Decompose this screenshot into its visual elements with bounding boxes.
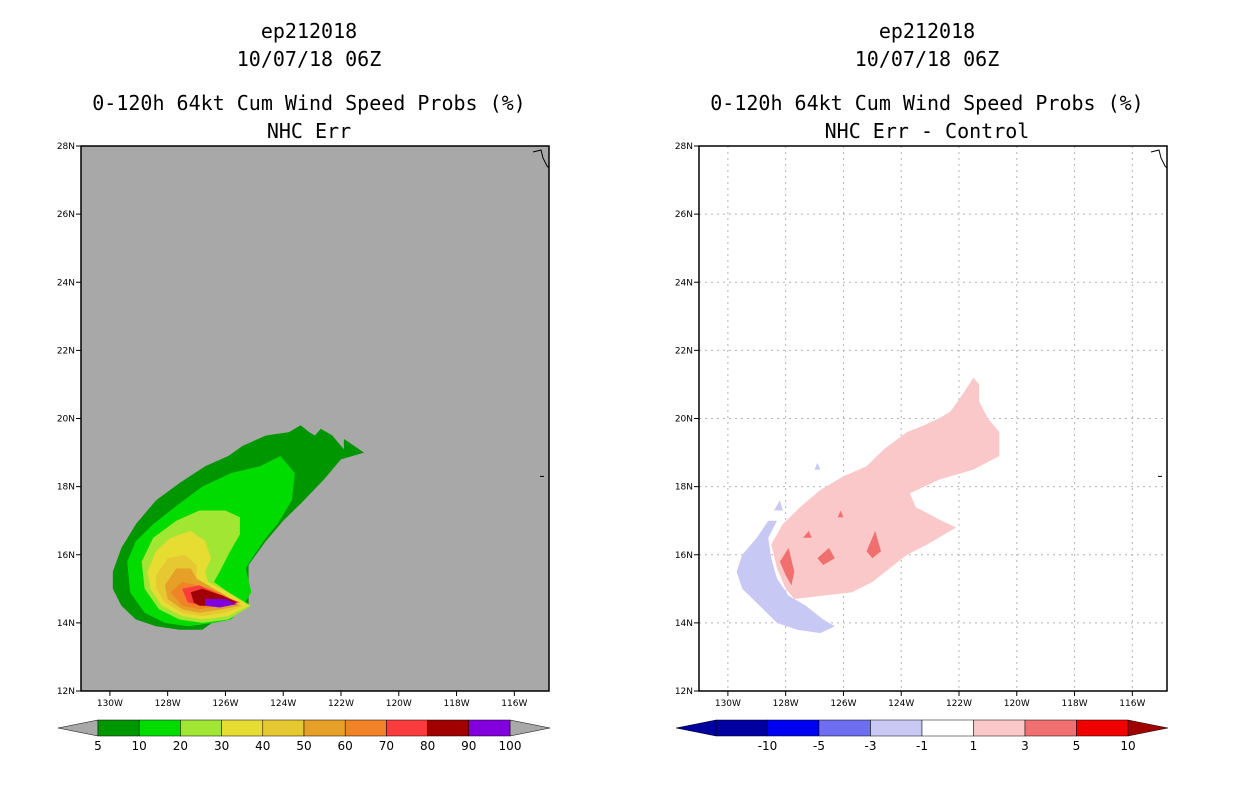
colorbar-swatch xyxy=(386,719,428,737)
colorbar-swatch xyxy=(767,719,820,737)
colorbar-swatch xyxy=(973,719,1026,737)
y-tick-label: 12N xyxy=(57,687,75,697)
y-tick-label: 14N xyxy=(57,619,75,629)
contour-3-5a xyxy=(779,547,795,586)
colorbar-swatch xyxy=(715,719,768,737)
chart-title-product: 0-120h 64kt Cum Wind Speed Probs (%) xyxy=(710,91,1144,115)
x-tick-label: 124W xyxy=(270,699,296,709)
colorbar-label: 100 xyxy=(499,739,522,753)
chart-subtitle: NHC Err - Control xyxy=(824,119,1030,143)
y-tick-label: 16N xyxy=(57,551,75,561)
colorbar-swatch xyxy=(303,719,346,737)
x-tick-label: 116W xyxy=(1119,699,1145,709)
contour--3--1b xyxy=(774,500,783,511)
colorbar-label: 5 xyxy=(94,739,102,753)
y-tick-label: 14N xyxy=(675,619,693,629)
contour--3--1c xyxy=(814,462,821,470)
y-tick-label: 20N xyxy=(675,415,693,425)
contour-90-100 xyxy=(205,599,237,608)
y-tick-label: 24N xyxy=(57,278,75,288)
x-tick-label: 126W xyxy=(830,699,856,709)
colorbar-label: 5 xyxy=(1073,739,1081,753)
chart-panel-right: ep212018 10/07/18 06Z 0-120h 64kt Cum Wi… xyxy=(618,0,1236,800)
y-tick-label: 22N xyxy=(675,346,693,356)
chart-title-storm: ep212018 xyxy=(260,19,358,43)
coastline xyxy=(532,149,550,169)
x-tick-label: 122W xyxy=(328,699,354,709)
colorbar-label: 3 xyxy=(1021,739,1029,753)
colorbar-label: 1 xyxy=(970,739,978,753)
colorbar-swatch xyxy=(262,719,305,737)
y-tick-label: 18N xyxy=(57,483,75,493)
colorbar-label: -5 xyxy=(813,739,825,753)
y-tick-label: 16N xyxy=(675,551,693,561)
colorbar-label: -3 xyxy=(865,739,877,753)
x-tick-label: 120W xyxy=(1004,699,1030,709)
y-tick-label: 28N xyxy=(57,142,75,152)
colorbar-swatch xyxy=(344,719,387,737)
colorbar-label: 80 xyxy=(420,739,435,753)
colorbar-swatch xyxy=(97,719,140,737)
colorbar-label: 70 xyxy=(379,739,394,753)
y-tick-label: 26N xyxy=(675,210,693,220)
x-tick-label: 120W xyxy=(386,699,412,709)
colorbar-label: 10 xyxy=(1120,739,1135,753)
wind-probability-difference-map: 130W 128W 126W 124W 122W 120W 118W 116W 12N 14N 16… xyxy=(675,142,1169,753)
contour--3--1 xyxy=(736,520,835,634)
chart-title-date: 10/07/18 06Z xyxy=(854,47,1000,71)
y-tick-label: 12N xyxy=(675,687,693,697)
colorbar-swatch xyxy=(870,719,923,737)
x-tick-label: 126W xyxy=(212,699,238,709)
y-tick-label: 18N xyxy=(675,483,693,493)
colorbar-over-arrow xyxy=(509,719,551,737)
colorbar-swatch xyxy=(1024,719,1077,737)
coastline xyxy=(1150,149,1168,169)
y-tick-label: 22N xyxy=(57,346,75,356)
colorbar-label: 60 xyxy=(338,739,353,753)
contour-3-5b xyxy=(817,547,835,565)
y-tick-label: 24N xyxy=(675,278,693,288)
contour-3-5d xyxy=(803,530,812,538)
x-tick-label: 122W xyxy=(946,699,972,709)
colorbar-label: 30 xyxy=(214,739,229,753)
contour-1-3 xyxy=(771,377,1000,599)
colorbar-swatch xyxy=(427,719,470,737)
x-tick-label: 128W xyxy=(773,699,799,709)
colorbar-swatch xyxy=(921,719,974,737)
colorbar-label: -10 xyxy=(758,739,778,753)
wind-probability-map: 130W 128W 126W 124W 122W 120W 118W 116W 12N 14N 16… xyxy=(57,142,551,753)
chart-title-product: 0-120h 64kt Cum Wind Speed Probs (%) xyxy=(92,91,526,115)
colorbar-swatch xyxy=(468,719,511,737)
x-tick-label: 130W xyxy=(97,699,123,709)
x-tick-label: 124W xyxy=(888,699,914,709)
chart-panel-left: ep212018 10/07/18 06Z 0-120h 64kt Cum Wi… xyxy=(57,19,551,753)
x-tick-label: 118W xyxy=(1062,699,1088,709)
y-tick-label: 20N xyxy=(57,415,75,425)
colorbar-label: 40 xyxy=(255,739,270,753)
colorbar-over-arrow xyxy=(1127,719,1169,737)
y-tick-label: 26N xyxy=(57,210,75,220)
colorbar-label: 50 xyxy=(296,739,311,753)
colorbar-label: 90 xyxy=(461,739,476,753)
colorbar-label: -1 xyxy=(916,739,928,753)
colorbar-swatch xyxy=(1076,719,1129,737)
chart-title-storm: ep212018 xyxy=(878,19,976,43)
colorbar-swatch xyxy=(180,719,222,737)
x-tick-label: 118W xyxy=(444,699,470,709)
colorbar-under-arrow xyxy=(57,719,99,737)
colorbar-swatch xyxy=(138,719,181,737)
colorbar-swatch xyxy=(221,719,264,737)
colorbar-swatch xyxy=(818,719,871,737)
x-tick-label: 128W xyxy=(155,699,181,709)
colorbar-label: 10 xyxy=(132,739,147,753)
chart-title-date: 10/07/18 06Z xyxy=(236,47,382,71)
contour-3-5e xyxy=(837,510,844,518)
colorbar-label: 20 xyxy=(173,739,188,753)
contour-3-5c xyxy=(866,530,881,559)
x-tick-label: 130W xyxy=(715,699,741,709)
y-tick-label: 28N xyxy=(675,142,693,152)
chart-subtitle: NHC Err xyxy=(266,119,352,143)
colorbar-under-arrow xyxy=(675,719,717,737)
x-tick-label: 116W xyxy=(501,699,527,709)
